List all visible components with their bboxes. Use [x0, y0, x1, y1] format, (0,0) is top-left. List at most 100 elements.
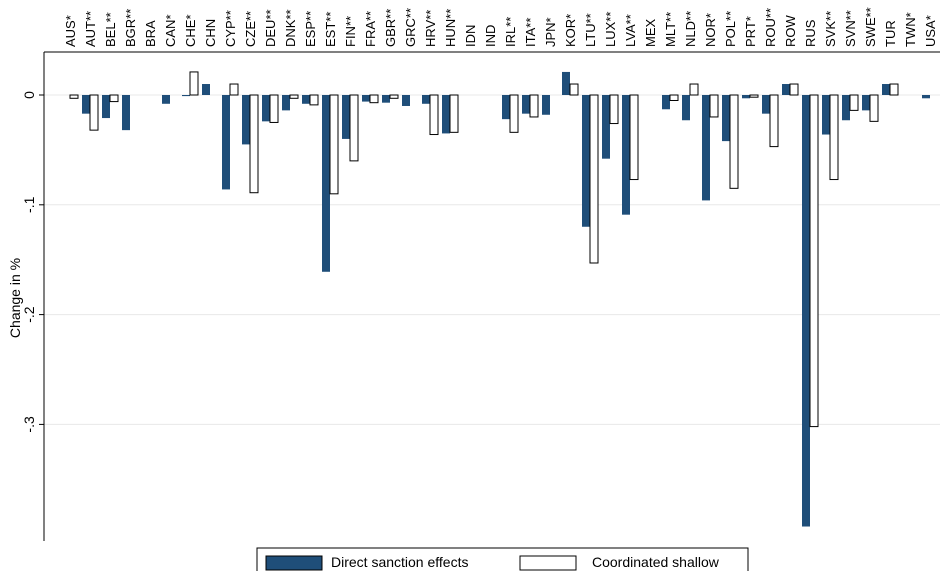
- x-tick-label: LVA**: [623, 14, 638, 47]
- x-tick-labels: AUS* AUT** BEL** BGR** BRA CAN* CHE* CHN CYP** CZ…: [63, 7, 938, 47]
- bar-direct: [82, 95, 90, 114]
- bar-direct: [762, 95, 770, 114]
- x-tick-label: DNK**: [283, 9, 298, 47]
- bar-direct: [502, 95, 510, 120]
- bar-direct: [242, 95, 250, 145]
- x-tick-label: BGR**: [123, 9, 138, 47]
- bar-direct: [802, 95, 810, 527]
- bar-coordinated: [369, 94, 379, 104]
- bar-coordinated: [889, 83, 899, 96]
- y-tick-label: -.2: [21, 306, 37, 323]
- bar-coordinated: [729, 94, 739, 189]
- bar-coordinated: [229, 83, 239, 96]
- bar-direct: [222, 95, 230, 190]
- x-tick-label: CYP**: [223, 10, 238, 47]
- x-tick-label: BEL**: [103, 12, 118, 47]
- x-tick-label: IRL**: [503, 17, 518, 47]
- bar-coordinated: [289, 94, 299, 99]
- x-tick-label: TWN*: [903, 12, 918, 47]
- bar-coordinated: [509, 94, 519, 133]
- bar-direct: [162, 95, 170, 104]
- x-tick-label: JPN*: [543, 17, 558, 47]
- x-tick-label: ESP**: [303, 11, 318, 47]
- bar-direct: [622, 95, 630, 215]
- bar-coordinated: [69, 94, 79, 99]
- bar-coordinated: [589, 94, 599, 264]
- bar-direct: [542, 95, 550, 115]
- bar-direct: [182, 95, 190, 97]
- bar-direct: [722, 95, 730, 142]
- legend-label-direct: Direct sanction effects: [331, 554, 468, 570]
- x-tick-label: SVK**: [823, 11, 838, 47]
- bar-direct: [662, 95, 670, 110]
- bar-coordinated: [529, 94, 539, 118]
- x-tick-label: IDN: [463, 25, 478, 47]
- bar-coordinated: [449, 94, 459, 133]
- bar-coordinated: [349, 94, 359, 162]
- bar-direct: [702, 95, 710, 201]
- bar-direct: [582, 95, 590, 227]
- x-tick-label: GBR**: [383, 9, 398, 47]
- bar-direct: [782, 84, 790, 95]
- bar-coordinated: [389, 94, 399, 99]
- bar-coordinated: [709, 94, 719, 118]
- x-tick-label: SWE**: [863, 7, 878, 47]
- x-tick-label: CAN*: [163, 14, 178, 47]
- bar-direct: [522, 95, 530, 114]
- bar-direct: [362, 95, 370, 102]
- x-tick-label: DEU**: [263, 9, 278, 47]
- bar-coordinated: [189, 71, 199, 96]
- bar-direct: [382, 95, 390, 103]
- x-tick-label: ROW: [783, 15, 798, 48]
- bar-coordinated: [769, 94, 779, 148]
- x-tick-label: MLT**: [663, 12, 678, 47]
- bar-coordinated: [689, 83, 699, 96]
- y-tick-label: -.3: [21, 416, 37, 433]
- x-tick-label: HRV**: [423, 10, 438, 47]
- x-tick-label: NOR*: [703, 13, 718, 47]
- legend-swatch-coordinated: [519, 555, 577, 571]
- x-tick-label: USA*: [923, 15, 938, 47]
- bar-direct: [402, 95, 410, 106]
- bar-direct: [262, 95, 270, 122]
- legend-label-coordinated: Coordinated shallow: [592, 554, 720, 570]
- bar-coordinated: [749, 94, 759, 98]
- x-tick-label: SVN**: [843, 10, 858, 47]
- x-tick-label: ROU**: [763, 8, 778, 47]
- y-tick-label: -.1: [21, 196, 37, 213]
- y-tick-label: 0: [21, 91, 37, 99]
- bar-coordinated: [89, 94, 99, 131]
- x-tick-label: CHE*: [183, 14, 198, 47]
- x-tick-label: POL**: [723, 11, 738, 47]
- bar-direct: [822, 95, 830, 135]
- bar-direct: [422, 95, 430, 104]
- bar-direct: [602, 95, 610, 159]
- bar-coordinated: [669, 94, 679, 101]
- x-tick-label: LUX**: [603, 12, 618, 47]
- y-tick-labels: 0 -.1 -.2 -.3: [21, 91, 44, 433]
- axes: [43, 51, 940, 541]
- legend-box: [256, 547, 749, 571]
- bar-direct: [882, 84, 890, 95]
- x-tick-label: IND: [483, 25, 498, 47]
- bar-coordinated: [569, 83, 579, 96]
- bar-coordinated: [269, 94, 279, 123]
- legend: Direct sanction effects Coordinated shal…: [256, 547, 749, 571]
- bar-coordinated: [609, 94, 619, 125]
- bar-coordinated: [329, 94, 339, 195]
- x-tick-label: LTU**: [583, 13, 598, 47]
- bar-coordinated: [789, 83, 799, 96]
- bar-direct: [842, 95, 850, 121]
- bar-direct: [202, 84, 210, 95]
- bar-coordinated: [869, 94, 879, 122]
- bar-direct: [322, 95, 330, 272]
- x-tick-label: GRC**: [403, 8, 418, 47]
- bar-direct: [302, 95, 310, 104]
- x-tick-label: KOR*: [563, 14, 578, 47]
- bar-direct: [122, 95, 130, 131]
- x-tick-label: HUN**: [443, 9, 458, 47]
- bar-coordinated: [309, 94, 319, 106]
- x-tick-label: FIN**: [343, 16, 358, 47]
- x-tick-label: MEX: [643, 19, 658, 48]
